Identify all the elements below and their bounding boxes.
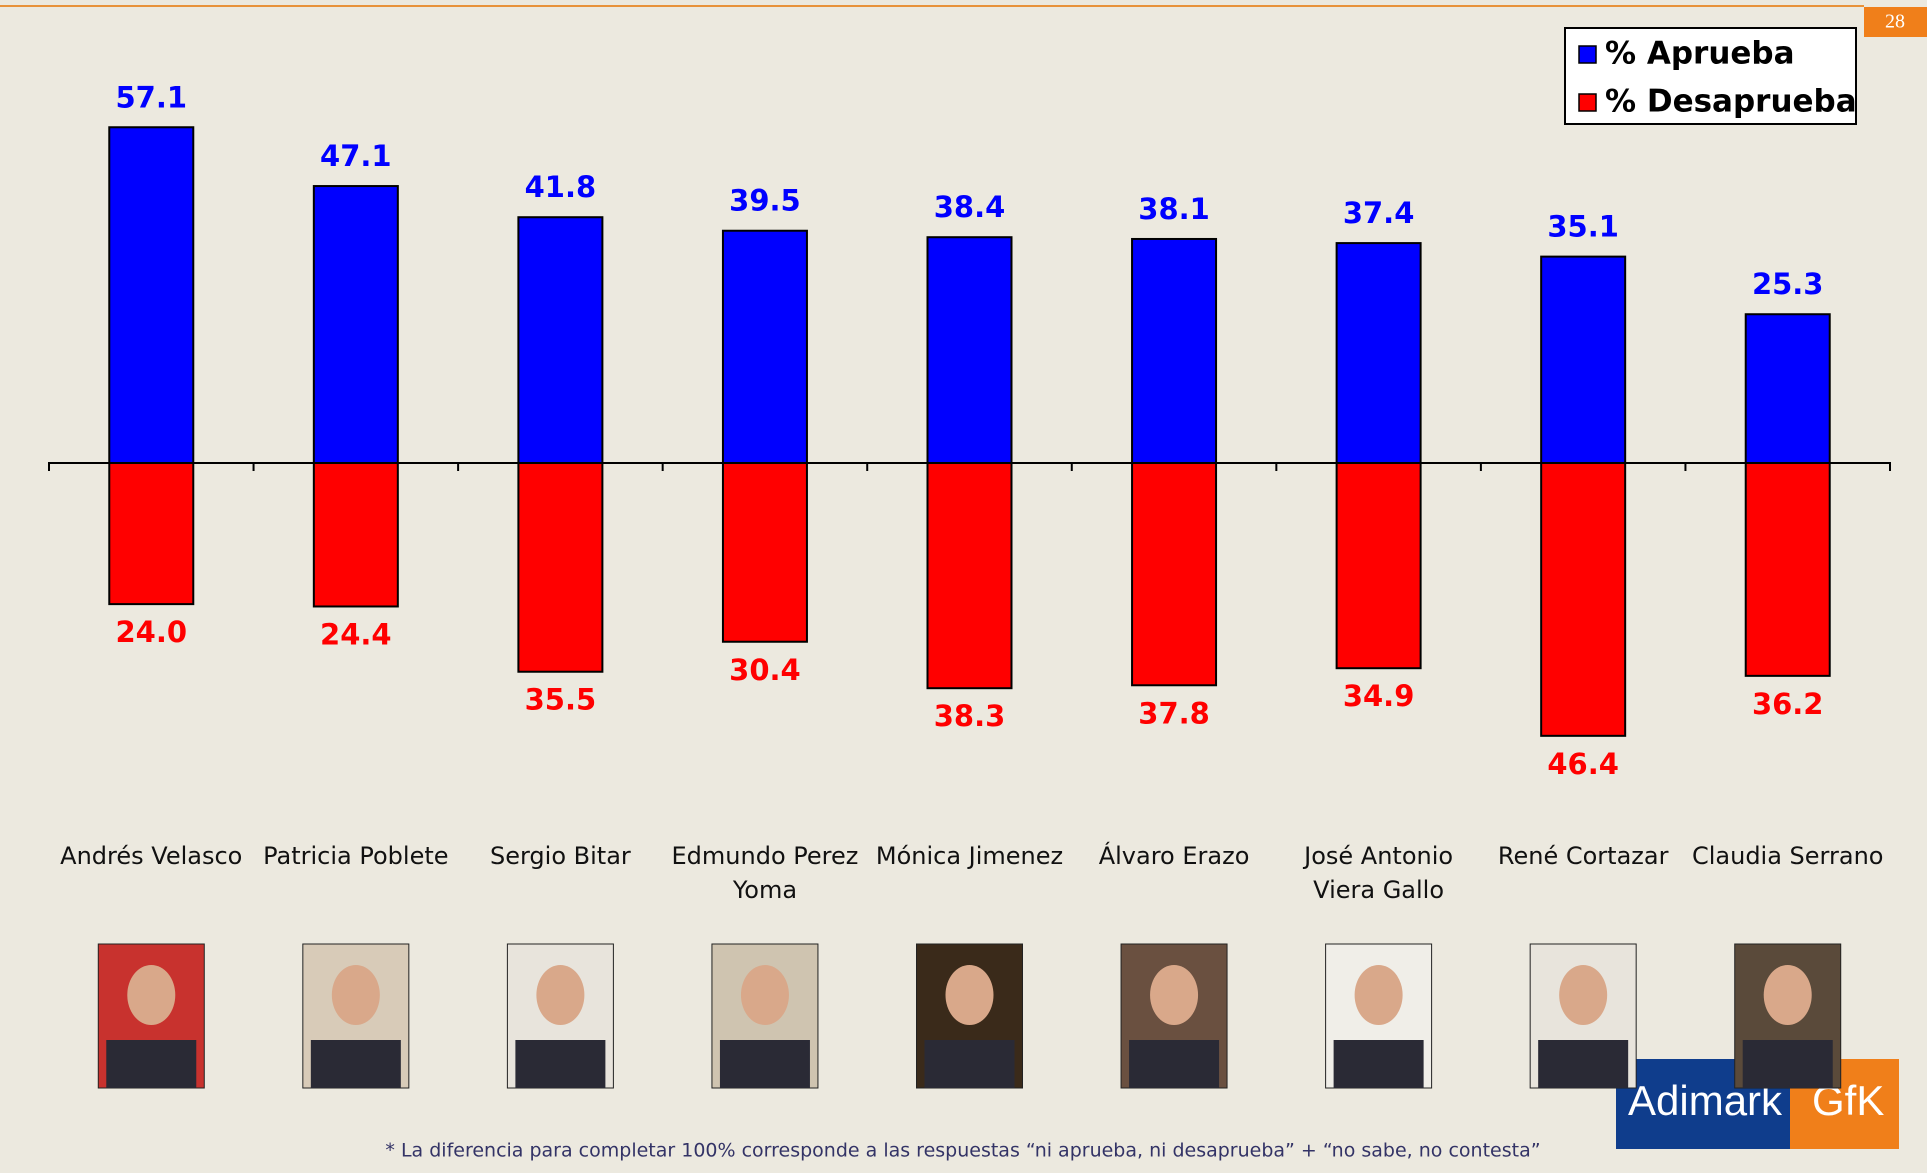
bar <box>517 462 604 673</box>
bar <box>1540 255 1627 464</box>
bar <box>1744 462 1831 677</box>
legend-label: % Desaprueba <box>1605 84 1857 120</box>
portrait-body <box>719 1040 810 1088</box>
category-label: Edmundo Perez <box>672 842 859 870</box>
portrait-face <box>331 965 380 1025</box>
bar <box>1744 313 1831 464</box>
bar <box>1131 462 1218 687</box>
category-label: Sergio Bitar <box>490 842 631 870</box>
legend-swatch <box>1578 45 1597 64</box>
bar <box>517 216 604 464</box>
category-label: René Cortazar <box>1498 842 1669 870</box>
category-label: Claudia Serrano <box>1692 842 1884 870</box>
category-label: Yoma <box>732 876 797 904</box>
portrait-body <box>106 1040 197 1088</box>
bar <box>1131 237 1218 464</box>
bar <box>926 462 1013 690</box>
category-label: José Antonio <box>1302 842 1453 870</box>
portrait-face <box>1559 965 1608 1025</box>
category-label: Andrés Velasco <box>60 842 242 870</box>
value-label: 41.8 <box>525 170 597 204</box>
portrait-body <box>1333 1040 1424 1088</box>
bar <box>1335 462 1422 670</box>
portrait-face <box>945 965 994 1025</box>
value-label: 37.8 <box>1138 696 1210 730</box>
value-label: 37.4 <box>1343 196 1415 230</box>
value-label: 57.1 <box>115 80 187 114</box>
value-label: 34.9 <box>1343 679 1415 713</box>
bar <box>926 236 1013 464</box>
portrait-face <box>1150 965 1199 1025</box>
value-label: 35.5 <box>525 683 597 717</box>
category-label: Álvaro Erazo <box>1099 841 1250 870</box>
legend <box>1564 27 1857 125</box>
category-label: Viera Gallo <box>1313 876 1444 904</box>
portrait-face <box>1763 965 1812 1025</box>
value-label: 47.1 <box>320 139 392 173</box>
portrait-body <box>924 1040 1015 1088</box>
bar <box>108 126 195 464</box>
portrait-body <box>1538 1040 1629 1088</box>
bar <box>721 462 808 643</box>
value-label: 38.3 <box>934 699 1006 733</box>
category-label: Patricia Poblete <box>263 842 448 870</box>
bar <box>108 462 195 606</box>
legend-label: % Aprueba <box>1605 36 1795 72</box>
value-label: 38.1 <box>1138 192 1210 226</box>
value-label: 39.5 <box>729 184 801 218</box>
bar <box>1335 242 1422 464</box>
page-number-box <box>1864 7 1927 37</box>
value-label: 35.1 <box>1547 210 1619 244</box>
bar <box>312 462 399 608</box>
value-label: 24.4 <box>320 617 392 651</box>
bar <box>312 185 399 464</box>
portrait-body <box>515 1040 606 1088</box>
bar <box>1540 462 1627 737</box>
value-label: 46.4 <box>1547 747 1619 781</box>
value-label: 30.4 <box>729 653 801 687</box>
portrait-body <box>1742 1040 1833 1088</box>
value-label: 25.3 <box>1752 267 1824 301</box>
portrait-face <box>536 965 585 1025</box>
page-number: 28 <box>1885 11 1905 33</box>
portrait-body <box>1129 1040 1220 1088</box>
category-label: Mónica Jimenez <box>876 842 1063 870</box>
legend-swatch <box>1578 93 1597 112</box>
value-label: 38.4 <box>934 190 1006 224</box>
portrait-face <box>740 965 789 1025</box>
portrait-face <box>1354 965 1403 1025</box>
portrait-face <box>127 965 176 1025</box>
value-label: 24.0 <box>115 615 187 649</box>
value-label: 36.2 <box>1752 687 1824 721</box>
portrait-body <box>310 1040 401 1088</box>
legend-box <box>1564 27 1857 125</box>
bar <box>721 229 808 464</box>
footnote: * La diferencia para completar 100% corr… <box>385 1140 1540 1162</box>
